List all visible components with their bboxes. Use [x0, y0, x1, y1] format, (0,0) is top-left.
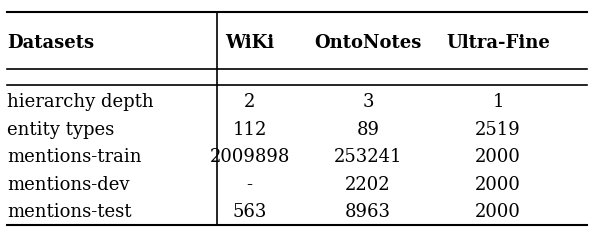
Text: 2000: 2000 [475, 148, 521, 166]
Text: 89: 89 [356, 120, 380, 138]
Text: WiKi: WiKi [225, 33, 274, 52]
Text: 2: 2 [244, 93, 255, 111]
Text: 2519: 2519 [475, 120, 521, 138]
Text: 8963: 8963 [345, 202, 391, 220]
Text: Datasets: Datasets [7, 33, 94, 52]
Text: mentions-dev: mentions-dev [7, 175, 130, 193]
Text: 112: 112 [232, 120, 267, 138]
Text: 1: 1 [492, 93, 504, 111]
Text: 253241: 253241 [334, 148, 402, 166]
Text: 2000: 2000 [475, 202, 521, 220]
Text: 2009898: 2009898 [210, 148, 290, 166]
Text: -: - [247, 175, 252, 193]
Text: 3: 3 [362, 93, 374, 111]
Text: hierarchy depth: hierarchy depth [7, 93, 154, 111]
Text: 2202: 2202 [345, 175, 391, 193]
Text: Ultra-Fine: Ultra-Fine [446, 33, 550, 52]
Text: entity types: entity types [7, 120, 115, 138]
Text: 2000: 2000 [475, 175, 521, 193]
Text: mentions-test: mentions-test [7, 202, 132, 220]
Text: 563: 563 [232, 202, 267, 220]
Text: OntoNotes: OntoNotes [314, 33, 422, 52]
Text: mentions-train: mentions-train [7, 148, 142, 166]
